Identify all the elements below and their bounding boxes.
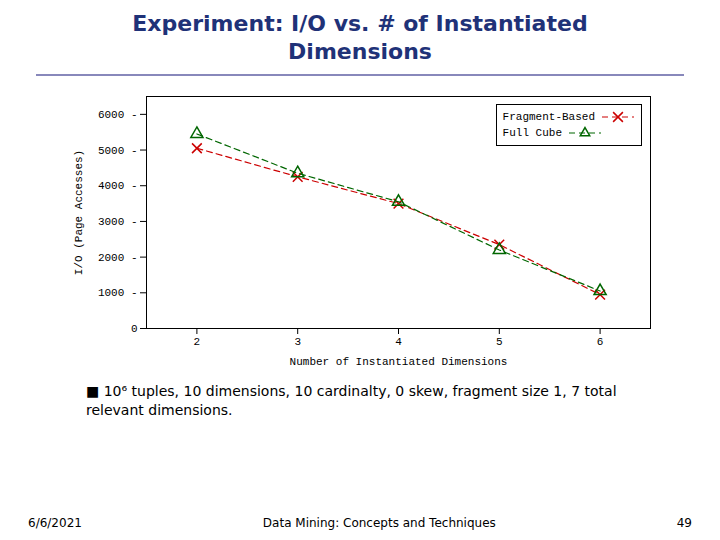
svg-text:2: 2 [194, 336, 201, 348]
svg-text:4: 4 [395, 336, 402, 348]
html-text:6/6/2021: 6/6/2021 [28, 516, 82, 530]
svg-text:I/O (Page Accesses): I/O (Page Accesses) [73, 150, 85, 275]
svg-text:4000 -: 4000 - [98, 180, 138, 192]
html-text:■ 10⁶ tuples, 10 dimensions, 1: ■ 10⁶ tuples, 10 dimensions, 10 cardinal… [86, 383, 617, 418]
svg-text:3: 3 [294, 336, 301, 348]
html-text:Data Mining: Concepts and Tech: Data Mining: Concepts and Techniques [262, 516, 496, 530]
html-text:Full Cube: Full Cube [502, 127, 562, 139]
svg-text:1000 -: 1000 - [98, 287, 138, 299]
svg-text:3000 -: 3000 - [98, 216, 138, 228]
html-text:Fragment-Based: Fragment-Based [502, 111, 595, 123]
svg-text:5000 -: 5000 - [98, 145, 138, 157]
svg-text:6: 6 [597, 336, 604, 348]
html-text:49: 49 [676, 516, 692, 530]
html-text:Experiment: I/O vs. # of Insta: Experiment: I/O vs. # of Instantiated Di… [132, 11, 588, 64]
svg-text:5: 5 [496, 336, 503, 348]
svg-text:0: 0 [131, 323, 138, 335]
svg-text:6000 -: 6000 - [98, 109, 138, 121]
svg-text:Number of Instantiated Dimensi: Number of Instantiated Dimensions [290, 356, 508, 368]
svg-text:2000 -: 2000 - [98, 252, 138, 264]
